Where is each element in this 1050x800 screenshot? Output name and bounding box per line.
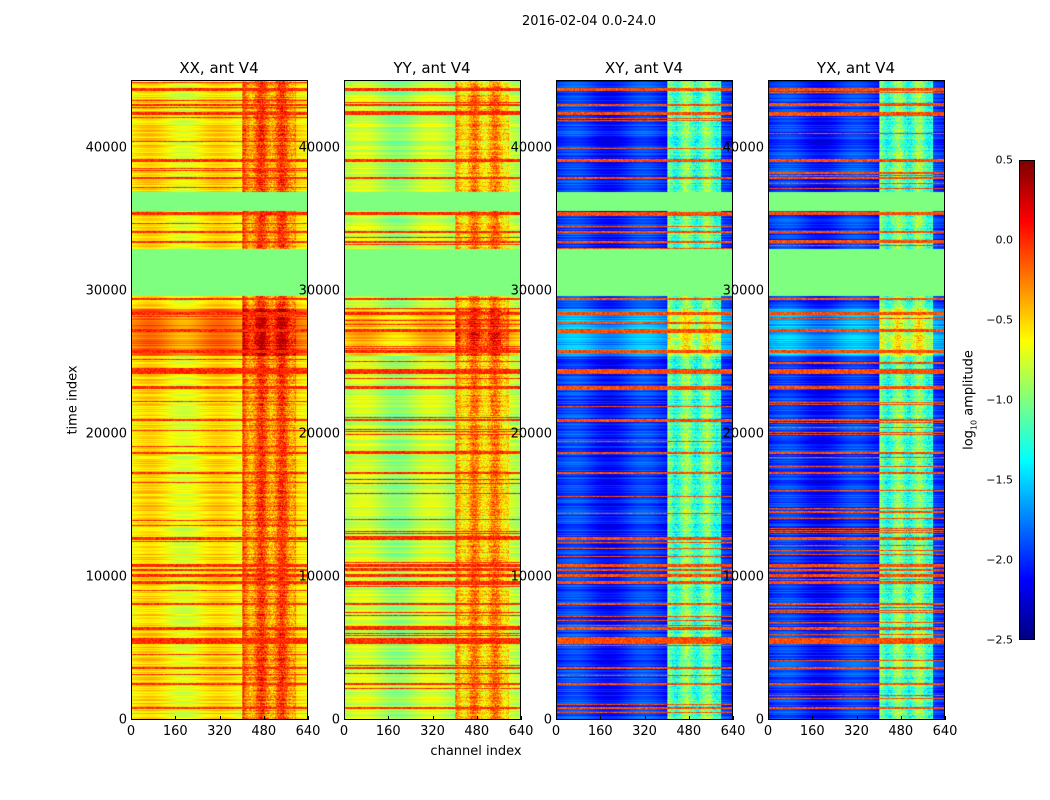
x-tick-label: 320 bbox=[632, 724, 657, 739]
colorbar-tick-label: 0.0 bbox=[995, 233, 1014, 247]
colorbar-tick-label: −2.5 bbox=[986, 633, 1013, 647]
x-tick-mark bbox=[175, 716, 177, 720]
x-tick-label: 320 bbox=[207, 724, 232, 739]
y-tick-label: 0 bbox=[118, 712, 127, 728]
y-tick-label: 40000 bbox=[85, 140, 127, 156]
y-axis-label: time index bbox=[65, 365, 81, 435]
x-tick-label: 0 bbox=[126, 724, 136, 739]
x-tick-label: 640 bbox=[932, 724, 958, 739]
colorbar-tick-label: −1.0 bbox=[986, 393, 1013, 407]
x-tick-label: 160 bbox=[375, 724, 401, 739]
y-tick-label: 10000 bbox=[298, 569, 340, 585]
y-tick-label: 20000 bbox=[85, 426, 127, 442]
x-tick-mark bbox=[263, 716, 265, 720]
x-tick-label: 640 bbox=[295, 724, 321, 739]
x-tick-label: 320 bbox=[844, 724, 869, 739]
x-tick-mark bbox=[219, 716, 221, 720]
y-tick-label: 30000 bbox=[85, 283, 127, 299]
x-tick-label: 480 bbox=[676, 724, 702, 739]
x-tick-label: 160 bbox=[162, 724, 188, 739]
y-tick-label: 30000 bbox=[722, 283, 764, 299]
y-tick-label: 30000 bbox=[510, 283, 552, 299]
y-tick-label: 40000 bbox=[510, 140, 552, 156]
heatmap-panel bbox=[131, 80, 308, 720]
heatmap-image bbox=[132, 81, 307, 719]
y-tick-label: 10000 bbox=[722, 569, 764, 585]
x-tick-label: 320 bbox=[420, 724, 445, 739]
x-tick-label: 160 bbox=[799, 724, 825, 739]
x-tick-mark bbox=[600, 716, 602, 720]
heatmap-panel bbox=[556, 80, 733, 720]
x-tick-mark bbox=[432, 716, 434, 720]
heatmap-panel bbox=[344, 80, 521, 720]
x-tick-mark bbox=[856, 716, 858, 720]
x-tick-mark bbox=[556, 716, 557, 720]
x-tick-label: 640 bbox=[508, 724, 534, 739]
x-tick-mark bbox=[812, 716, 814, 720]
y-tick-label: 0 bbox=[755, 712, 764, 728]
x-tick-mark bbox=[644, 716, 646, 720]
x-tick-mark bbox=[308, 716, 309, 720]
panel-title: XY, ant V4 bbox=[604, 59, 684, 77]
panel-title: YY, ant V4 bbox=[393, 59, 471, 77]
x-axis-label: channel index bbox=[430, 744, 522, 759]
x-tick-mark bbox=[900, 716, 902, 720]
y-tick-label: 20000 bbox=[510, 426, 552, 442]
x-tick-mark bbox=[476, 716, 478, 720]
x-tick-mark bbox=[388, 716, 390, 720]
y-tick-label: 30000 bbox=[298, 283, 340, 299]
colorbar bbox=[1019, 160, 1035, 640]
x-tick-mark bbox=[344, 716, 345, 720]
y-tick-label: 40000 bbox=[298, 140, 340, 156]
heatmap-image bbox=[345, 81, 520, 719]
x-tick-mark bbox=[521, 716, 522, 720]
y-tick-label: 10000 bbox=[510, 569, 552, 585]
x-tick-label: 480 bbox=[888, 724, 914, 739]
y-tick-label: 20000 bbox=[298, 426, 340, 442]
y-tick-label: 10000 bbox=[85, 569, 127, 585]
panel-title: XX, ant V4 bbox=[179, 59, 259, 77]
colorbar-tick-label: −1.5 bbox=[986, 473, 1013, 487]
colorbar-tick-label: −0.5 bbox=[986, 313, 1013, 327]
heatmap-image bbox=[769, 81, 944, 719]
panel-title: YX, ant V4 bbox=[816, 59, 896, 77]
y-tick-label: 40000 bbox=[722, 140, 764, 156]
x-tick-label: 0 bbox=[551, 724, 561, 739]
x-tick-label: 160 bbox=[587, 724, 613, 739]
x-tick-label: 0 bbox=[763, 724, 773, 739]
x-tick-label: 480 bbox=[464, 724, 490, 739]
y-tick-label: 20000 bbox=[722, 426, 764, 442]
colorbar-tick-label: −2.0 bbox=[986, 553, 1013, 567]
x-tick-label: 480 bbox=[251, 724, 277, 739]
x-tick-label: 640 bbox=[720, 724, 746, 739]
x-tick-mark bbox=[131, 716, 132, 720]
colorbar-label: log10 amplitude bbox=[961, 350, 979, 450]
x-tick-label: 0 bbox=[339, 724, 349, 739]
y-tick-label: 0 bbox=[331, 712, 340, 728]
x-tick-mark bbox=[688, 716, 690, 720]
x-tick-mark bbox=[768, 716, 769, 720]
y-tick-label: 0 bbox=[543, 712, 552, 728]
heatmap-panel bbox=[768, 80, 945, 720]
heatmap-image bbox=[557, 81, 732, 719]
colorbar-tick-label: 0.5 bbox=[995, 153, 1014, 167]
colorbar-gradient bbox=[1020, 161, 1034, 639]
x-tick-mark bbox=[733, 716, 734, 720]
x-tick-mark bbox=[945, 716, 946, 720]
figure-title: 2016-02-04 0.0-24.0 bbox=[522, 14, 656, 29]
